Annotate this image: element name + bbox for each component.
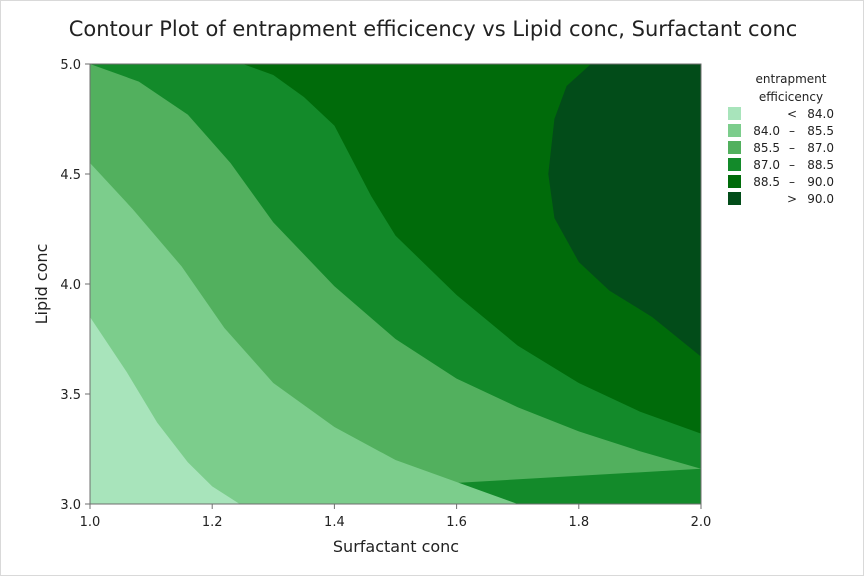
legend-separator: <: [787, 107, 797, 121]
y-tick-label: 4.5: [60, 168, 81, 183]
legend-separator: –: [789, 175, 795, 189]
legend-high: 84.0: [807, 107, 834, 121]
y-tick-label: 3.5: [60, 388, 81, 403]
y-axis-label: Lipid conc: [32, 244, 51, 325]
x-tick-label: 1.0: [80, 515, 101, 530]
legend-separator: >: [787, 192, 797, 206]
legend-high: 90.0: [807, 192, 834, 206]
legend-low: 88.5: [753, 175, 780, 189]
x-tick-label: 1.6: [446, 515, 467, 530]
y-tick-label: 3.0: [60, 498, 81, 513]
legend-swatch: [728, 192, 741, 205]
legend-title: efficicency: [759, 90, 823, 104]
region-84-85-5: [90, 163, 518, 504]
y-tick-label: 4.0: [60, 278, 81, 293]
legend-swatch: [728, 175, 741, 188]
legend-title: entrapment: [756, 72, 827, 86]
x-axis-label: Surfactant conc: [333, 537, 459, 556]
legend-low: 85.5: [753, 141, 780, 155]
y-tick-label: 5.0: [60, 58, 81, 73]
legend-swatch: [728, 107, 741, 120]
legend-swatch: [728, 141, 741, 154]
x-tick-label: 2.0: [691, 515, 712, 530]
legend-separator: –: [789, 124, 795, 138]
legend-low: 87.0: [753, 158, 780, 172]
chart-title: Contour Plot of entrapment efficicency v…: [69, 17, 798, 41]
legend-swatch: [728, 158, 741, 171]
legend-high: 85.5: [807, 124, 834, 138]
contour-regions: [90, 64, 701, 504]
x-tick-label: 1.2: [202, 515, 223, 530]
axes: 1.0 1.2 1.4 1.6 1.8 2.0 3.0 3.5 4.0 4.5 5.0: [60, 58, 711, 530]
legend-separator: –: [789, 141, 795, 155]
legend-low: 84.0: [753, 124, 780, 138]
region-below-84: [90, 317, 240, 504]
legend-high: 90.0: [807, 175, 834, 189]
legend-separator: –: [789, 158, 795, 172]
legend-high: 88.5: [807, 158, 834, 172]
x-tick-label: 1.8: [568, 515, 589, 530]
legend-high: 87.0: [807, 141, 834, 155]
x-tick-label: 1.4: [324, 515, 345, 530]
legend-swatch: [728, 124, 741, 137]
